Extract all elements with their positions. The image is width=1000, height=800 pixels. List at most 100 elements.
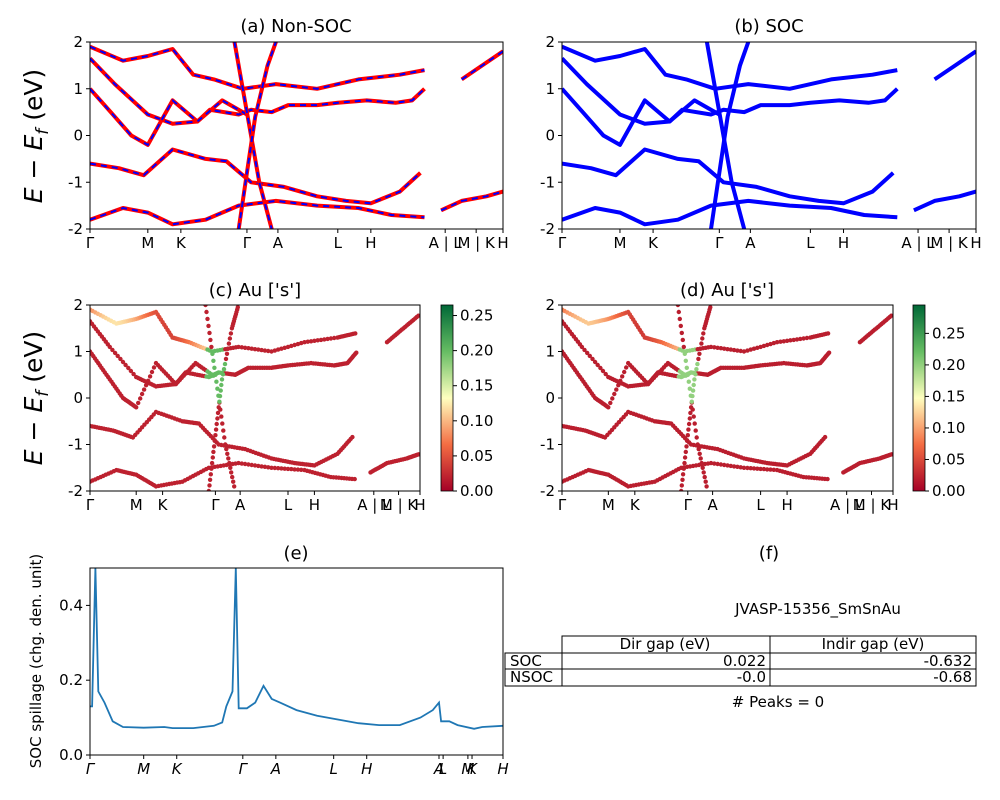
scatter-point (745, 465, 750, 471)
scatter-point (282, 345, 287, 350)
scatter-point (774, 340, 780, 345)
scatter-point (778, 339, 783, 344)
scatter-point (587, 353, 592, 359)
xtick-label: A | L (830, 496, 864, 514)
scatter-point (698, 456, 703, 461)
xtick-label: M (130, 496, 143, 514)
scatter-point (141, 387, 147, 392)
xtick-label: H (970, 234, 981, 252)
scatter-point (218, 388, 223, 393)
panel-b-title: (b) SOC (734, 16, 803, 37)
scatter-point (693, 372, 698, 377)
ytick-label: -2 (68, 482, 83, 500)
ytick-label: 2 (73, 296, 83, 314)
scatter-point (299, 340, 304, 346)
scatter-point (269, 465, 274, 470)
scatter-point (822, 434, 828, 440)
scatter-point (682, 455, 688, 460)
colorbar-tick-label: 0.10 (460, 412, 493, 430)
xtick-label: L (439, 760, 447, 778)
scatter-point (680, 472, 686, 477)
ytick-label: -2 (68, 220, 83, 238)
scatter-point (618, 378, 623, 383)
scatter-point (689, 399, 694, 404)
scatter-point (679, 488, 684, 491)
scatter-point (758, 344, 763, 350)
scatter-point (614, 387, 619, 392)
table-cell-soc-dir: 0.022 (723, 652, 766, 670)
scatter-point (328, 336, 334, 341)
xtick-label: Γ (211, 496, 220, 514)
scatter-point (139, 391, 145, 397)
ytick-label: 2 (545, 33, 555, 51)
scatter-point (239, 345, 244, 350)
xtick-label: H (497, 760, 508, 778)
scatter-point (279, 346, 284, 351)
xtick-label: M (137, 760, 150, 778)
scatter-point (722, 346, 727, 351)
scatter-point (685, 433, 690, 438)
ytick-label: 0 (73, 389, 83, 407)
colorbar-tick-label: 0.05 (460, 447, 493, 465)
xtick-label: Γ (86, 760, 96, 778)
band-line-soc-overlay (237, 42, 277, 229)
scatter-point (741, 349, 747, 354)
xtick-label: M | K (853, 496, 892, 514)
table-header-indir-gap: Indir gap (eV) (822, 635, 925, 653)
scatter-point (126, 365, 131, 371)
band-line (562, 87, 721, 147)
scatter-point (889, 313, 893, 318)
scatter-point (725, 347, 730, 352)
scatter-point (228, 331, 234, 336)
scatter-point (212, 365, 217, 370)
band-line (933, 49, 976, 82)
scatter-point (246, 346, 251, 351)
ytick-label: 0 (545, 389, 555, 407)
scatter-point (118, 356, 123, 362)
scatter-point (688, 410, 693, 416)
scatter-point (219, 382, 224, 388)
scatter-point (703, 479, 708, 484)
scatter-point (231, 479, 236, 484)
panel-a-band-lines (90, 42, 503, 229)
scatter-point (220, 372, 226, 377)
xtick-label: M (141, 234, 154, 252)
xtick-label: Γ (715, 234, 724, 252)
scatter-point (684, 438, 690, 443)
scatter-point (123, 362, 128, 368)
scatter-point (285, 466, 291, 472)
scatter-point (685, 372, 690, 377)
scatter-point (585, 350, 590, 356)
scatter-point (738, 348, 743, 354)
scatter-point (681, 466, 686, 471)
scatter-point (262, 348, 268, 353)
panel-e-ylabel: SOC spillage (chg. den. unit) (27, 554, 45, 769)
band-line (562, 147, 895, 206)
xtick-label: Γ (86, 234, 95, 252)
xtick-label: M (461, 760, 474, 778)
xtick-label: K (648, 234, 659, 252)
scatter-point (765, 467, 770, 472)
scatter-point (712, 345, 717, 350)
scatter-point (229, 470, 234, 475)
band-line-soc-overlay (90, 45, 425, 90)
scatter-point (145, 378, 151, 383)
ytick-label: -1 (540, 436, 555, 454)
scatter-point (107, 344, 113, 350)
band-line-soc-overlay (233, 42, 273, 229)
band-line-soc-overlay (90, 88, 248, 147)
scatter-point (289, 466, 294, 472)
scatter-point (266, 465, 271, 470)
scatter-point (275, 347, 281, 352)
scatter-point (701, 331, 706, 336)
band-line (709, 42, 751, 229)
scatter-point (616, 383, 621, 388)
scatter-point (695, 442, 700, 447)
scatter-point (242, 461, 248, 467)
scatter-point (598, 365, 603, 371)
scatter-point (206, 488, 211, 491)
scatter-point (128, 368, 134, 374)
scatter-point (242, 345, 248, 350)
